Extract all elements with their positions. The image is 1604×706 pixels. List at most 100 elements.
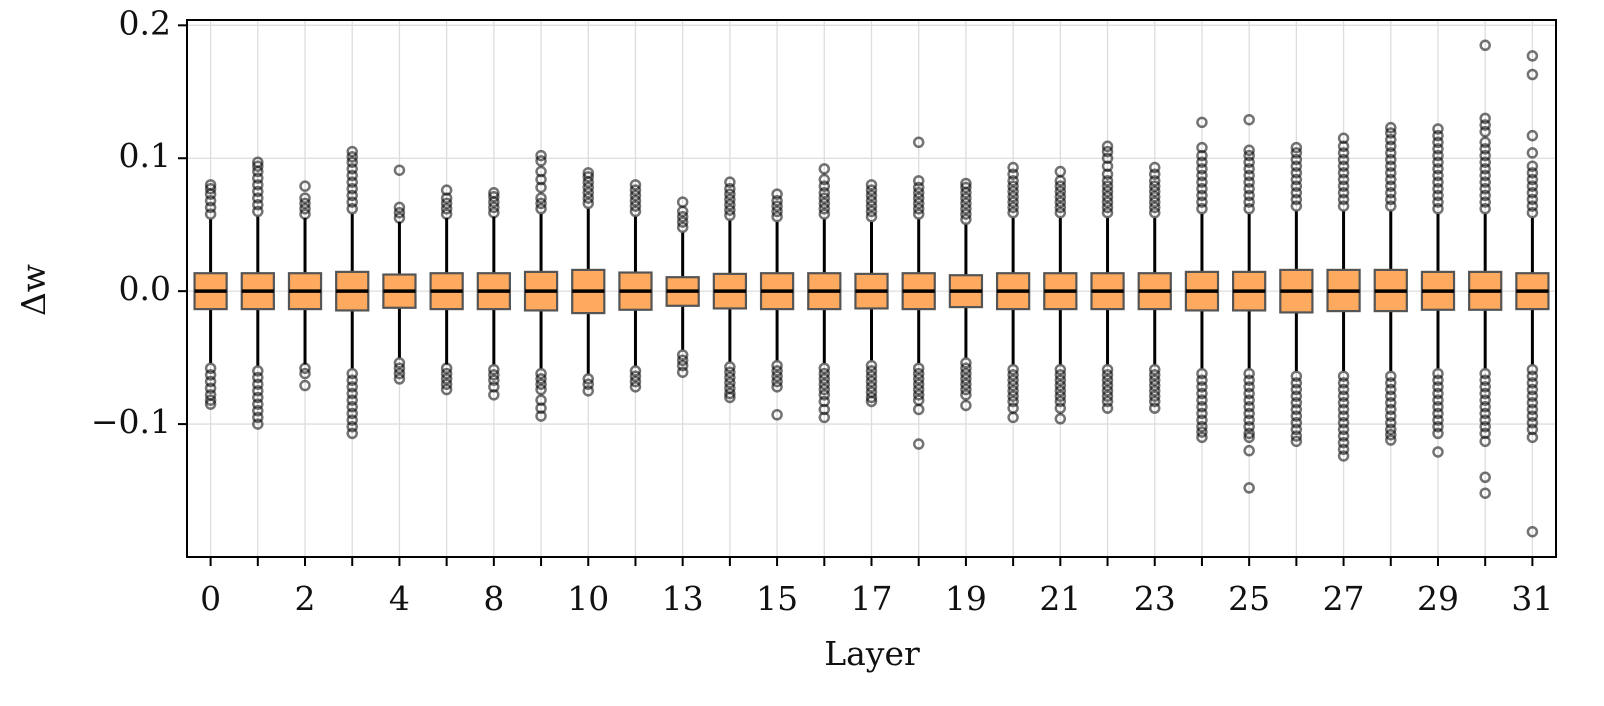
flier [1196,183,1208,195]
flier [818,192,831,204]
flier [818,202,831,215]
x-tick-label: 25 [1228,579,1270,618]
flier [1148,175,1161,187]
flier [1148,363,1161,376]
flier [1243,394,1255,406]
flier [676,196,689,208]
flier [1243,144,1255,157]
flier [1196,414,1208,426]
flier [724,193,736,206]
flier [724,183,736,195]
flier [1290,430,1303,442]
flier [865,359,878,372]
flier [960,378,972,390]
flier [818,389,831,401]
flier [1007,379,1019,392]
flier [1385,147,1397,159]
flier [346,374,358,386]
flier [1385,370,1397,382]
flier [204,179,217,191]
flier [1432,202,1444,215]
flier [1337,403,1350,416]
flier [1243,156,1255,168]
flier [440,208,453,220]
flier [1526,160,1539,172]
flier [865,381,878,393]
flier [1337,436,1350,449]
flier [440,378,453,390]
flier [1337,423,1350,436]
flier [676,366,689,378]
flier [440,197,453,210]
flier [1479,381,1491,393]
flier [912,373,925,385]
flier [440,362,453,375]
flier [535,197,547,210]
flier [535,149,547,162]
flier [912,383,925,396]
flier [1148,196,1161,208]
flier [1385,200,1397,212]
flier [1337,153,1350,166]
flier [346,202,358,215]
flier [865,395,878,408]
flier [1526,206,1539,219]
flier [1290,153,1303,166]
flier [1337,410,1350,422]
flier [299,367,311,380]
flier [1196,381,1208,393]
flier [1479,149,1491,162]
flier [1148,201,1161,214]
flier [582,197,595,210]
flier [1337,132,1350,145]
flier [724,366,736,378]
flier [346,407,358,420]
flier [1243,387,1255,400]
flier [393,373,406,385]
flier [1007,180,1019,192]
flier [1337,390,1350,402]
flier [1243,381,1255,393]
flier [1432,401,1444,413]
flier [1432,149,1444,162]
flier [252,378,264,390]
flier [818,367,831,380]
flier [252,179,264,191]
flier [1432,196,1444,208]
flier [629,375,642,388]
flier [676,221,689,234]
flier [440,202,453,215]
flier [1385,428,1397,441]
flier [1054,201,1067,214]
flier [960,202,972,215]
flier [724,204,736,216]
flier [960,362,972,375]
x-tick-label: 21 [1039,579,1081,618]
flier [1290,147,1303,159]
flier [1148,161,1161,174]
flier [1479,202,1491,215]
flier [818,373,831,385]
flier [1101,390,1114,402]
flier [488,206,500,219]
flier [1479,189,1491,202]
flier [1432,169,1444,182]
flier [346,387,358,400]
flier [676,210,689,223]
flier [1479,487,1491,499]
flier [1385,417,1397,429]
flier [771,370,783,382]
flier [393,206,406,219]
flier [346,176,358,188]
flier [912,438,925,450]
flier [818,180,831,192]
flier [1054,191,1067,203]
flier [818,383,831,396]
flier [346,196,358,208]
flier [676,349,689,361]
flier [1479,374,1491,386]
flier [440,373,453,385]
y-tick-label: 0.1 [119,136,171,175]
flier [771,359,783,372]
flier [1337,200,1350,212]
